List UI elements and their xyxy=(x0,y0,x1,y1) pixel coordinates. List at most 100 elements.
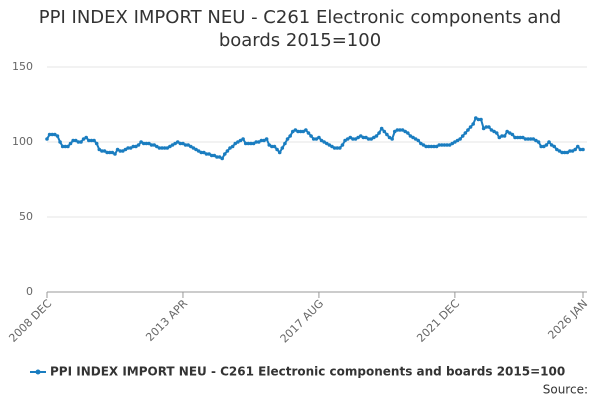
data-point xyxy=(562,150,567,155)
data-point xyxy=(53,132,57,137)
data-point xyxy=(168,144,172,149)
data-point xyxy=(413,137,418,141)
data-point xyxy=(468,125,473,129)
data-point xyxy=(296,129,300,134)
data-point xyxy=(494,131,499,135)
data-point xyxy=(442,143,447,147)
data-point xyxy=(249,141,253,146)
data-point xyxy=(141,141,146,146)
data-point xyxy=(395,128,400,132)
data-point xyxy=(209,153,214,158)
data-point xyxy=(136,143,141,147)
data-point xyxy=(408,134,413,138)
data-point xyxy=(233,141,238,146)
data-point xyxy=(89,138,94,143)
data-point xyxy=(121,149,125,153)
data-point xyxy=(228,146,232,150)
data-point xyxy=(447,143,452,147)
data-point xyxy=(139,140,143,144)
data-point xyxy=(155,144,159,149)
data-point xyxy=(390,137,394,141)
x-tick-label: 2021 DEC xyxy=(414,297,462,345)
data-point xyxy=(107,150,112,155)
data-point xyxy=(251,141,256,146)
data-point xyxy=(471,122,475,126)
data-point xyxy=(191,146,196,150)
data-point xyxy=(222,152,227,156)
data-point xyxy=(220,156,224,161)
data-point xyxy=(536,140,541,144)
data-point xyxy=(353,137,358,141)
data-point xyxy=(183,143,188,147)
data-point xyxy=(94,141,99,146)
data-point xyxy=(573,147,577,152)
legend-label: PPI INDEX IMPORT NEU - C261 Electronic c… xyxy=(50,365,565,379)
data-point xyxy=(356,135,360,140)
data-point xyxy=(552,144,557,149)
data-point xyxy=(102,149,107,153)
data-point xyxy=(570,149,575,153)
data-point xyxy=(369,137,374,141)
data-point xyxy=(484,125,489,129)
data-point xyxy=(392,129,397,134)
source: Source: xyxy=(543,383,588,397)
data-point xyxy=(338,146,342,150)
data-point xyxy=(476,117,481,122)
data-point xyxy=(510,132,515,137)
data-point xyxy=(304,128,308,132)
data-point xyxy=(118,149,123,153)
data-point xyxy=(131,144,136,149)
y-tick-label: 50 xyxy=(19,210,33,223)
data-point xyxy=(264,137,269,141)
data-point xyxy=(285,137,290,141)
data-point xyxy=(128,146,133,150)
data-point xyxy=(152,143,156,147)
data-point xyxy=(513,135,517,140)
data-point xyxy=(432,144,436,149)
data-point xyxy=(236,140,240,144)
data-point xyxy=(144,141,149,146)
data-point xyxy=(455,138,460,143)
data-point xyxy=(280,146,285,150)
data-point xyxy=(288,134,292,138)
data-point xyxy=(426,144,431,149)
data-point xyxy=(204,152,209,156)
data-point xyxy=(293,128,298,132)
data-point xyxy=(453,140,457,144)
data-point xyxy=(290,129,295,134)
data-point xyxy=(322,140,326,144)
chart-title: PPI INDEX IMPORT NEU - C261 Electronic c… xyxy=(38,7,562,51)
data-point xyxy=(398,128,402,132)
data-point xyxy=(416,138,421,143)
data-point xyxy=(319,138,324,143)
data-point xyxy=(123,147,128,152)
data-point xyxy=(505,129,509,134)
data-point xyxy=(358,134,363,138)
data-point xyxy=(481,126,486,131)
data-point xyxy=(421,143,426,147)
data-point xyxy=(272,144,277,149)
data-point xyxy=(531,137,536,141)
data-point xyxy=(283,141,287,146)
data-point xyxy=(317,135,321,140)
data-point xyxy=(196,149,201,153)
data-point xyxy=(215,155,219,159)
data-point xyxy=(207,152,211,156)
data-point xyxy=(256,140,261,144)
data-point xyxy=(230,144,235,149)
data-point xyxy=(487,125,491,129)
data-point xyxy=(277,150,282,155)
data-point xyxy=(170,143,175,147)
data-point xyxy=(411,135,415,140)
data-point xyxy=(160,146,164,150)
data-point xyxy=(311,137,316,141)
data-point xyxy=(515,135,520,140)
x-tick-label: 2013 APR xyxy=(143,297,190,344)
data-point xyxy=(343,138,347,143)
data-point xyxy=(76,140,81,144)
data-point xyxy=(165,146,170,150)
data-point xyxy=(45,137,49,141)
data-point xyxy=(547,140,551,144)
data-point xyxy=(194,147,198,152)
